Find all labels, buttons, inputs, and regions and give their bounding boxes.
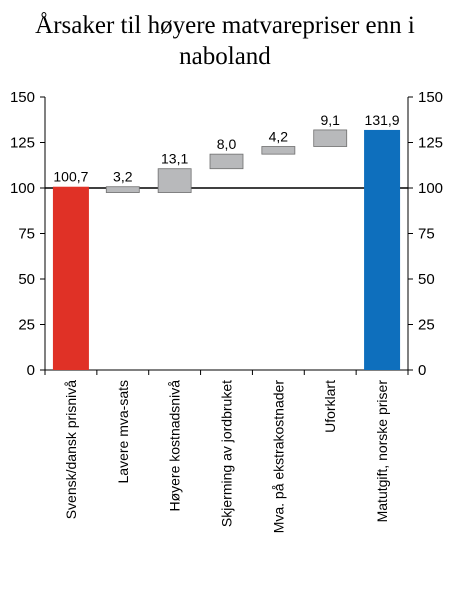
data-label: 13,1 (161, 151, 188, 167)
change-bar (209, 153, 244, 170)
data-label: 100,7 (53, 169, 88, 185)
change-bar (157, 168, 192, 193)
change-bar (313, 129, 348, 147)
chart-title-line-1: Årsaker til høyere matvarepriser enn i (35, 12, 415, 39)
chart-title: Årsaker til høyere matvarepriser enn i n… (0, 10, 450, 72)
y-tick-label-left: 75 (18, 226, 35, 243)
category-label: Mva. på ekstrakostnader (270, 380, 286, 534)
y-tick-label-right: 25 (418, 317, 435, 334)
axes: 0 0 25 25 50 50 75 75 100 100 125 125 150 150 (10, 89, 443, 379)
y-tick-label-right: 125 (418, 135, 443, 152)
category-labels: Svensk/dansk prisnivå Lavere mva-sats Høye… (63, 380, 390, 534)
data-labels: 100,7 3,2 13,1 8,0 4,2 9,1 131,9 (53, 112, 399, 185)
data-label: 131,9 (365, 112, 400, 128)
change-bar (261, 146, 296, 155)
data-label: 8,0 (217, 136, 237, 152)
total-bar (364, 129, 401, 370)
y-tick-label-left: 50 (18, 271, 35, 288)
data-label: 9,1 (320, 112, 340, 128)
y-tick-label-right: 75 (418, 226, 435, 243)
y-tick-label-left: 0 (27, 362, 35, 379)
category-label: Matutgift, norske priser (374, 380, 390, 523)
y-tick-label-left: 100 (10, 180, 35, 197)
change-bar (105, 186, 140, 193)
category-label: Høyere kostnadsnivå (167, 380, 183, 512)
chart-title-line-2: naboland (179, 43, 271, 70)
data-label: 4,2 (269, 129, 289, 145)
category-label: Lavere mva-sats (115, 380, 131, 483)
y-tick-label-right: 100 (418, 180, 443, 197)
y-tick-label-left: 150 (10, 89, 35, 106)
category-label: Skjerming av jordbruket (219, 380, 235, 527)
total-bar (52, 186, 89, 370)
y-tick-label-right: 150 (418, 89, 443, 106)
category-label: Svensk/dansk prisnivå (63, 380, 79, 520)
y-tick-label-left: 125 (10, 135, 35, 152)
bars (52, 129, 401, 370)
category-label: Uforklart (322, 380, 338, 433)
data-label: 3,2 (113, 169, 133, 185)
y-tick-label-right: 0 (418, 362, 426, 379)
y-tick-label-right: 50 (418, 271, 435, 288)
y-tick-label-left: 25 (18, 317, 35, 334)
